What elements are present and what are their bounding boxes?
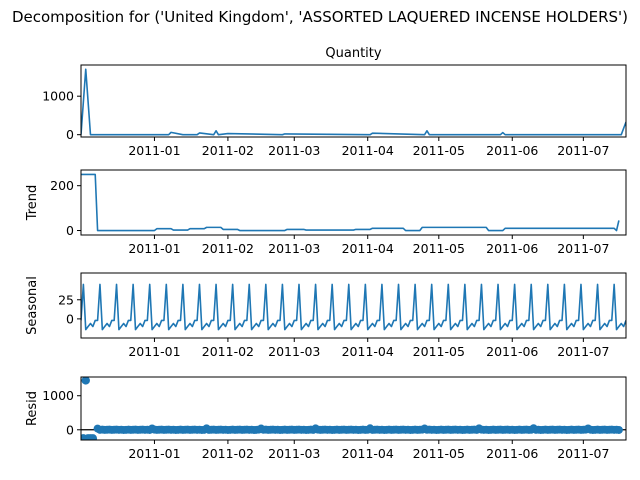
axes-frame bbox=[80, 64, 627, 138]
panel-4: 0 1000 2011-01 2011-02 2011-03 2011-04 2011-05… bbox=[25, 376, 627, 461]
x-tick-label: 2011-01 bbox=[128, 241, 180, 256]
x-tick-label: 2011-02 bbox=[202, 446, 254, 461]
x-tick-label: 2011-01 bbox=[128, 143, 180, 158]
resid-point bbox=[614, 425, 623, 434]
x-tick-label: 2011-04 bbox=[342, 344, 394, 359]
x-tick-label: 2011-03 bbox=[268, 241, 320, 256]
x-tick-label: 2011-02 bbox=[202, 344, 254, 359]
x-tick-label: 2011-06 bbox=[486, 143, 538, 158]
resid-outlier-point bbox=[88, 434, 98, 440]
axes-frame bbox=[80, 169, 627, 236]
panel-4-data bbox=[81, 377, 626, 440]
x-tick-label: 2011-06 bbox=[486, 241, 538, 256]
x-tick-label: 2011-06 bbox=[486, 446, 538, 461]
x-tick-label: 2011-01 bbox=[128, 446, 180, 461]
x-tick-label: 2011-05 bbox=[413, 143, 465, 158]
resid-outlier-point bbox=[81, 377, 90, 385]
y-tick-label: 200 bbox=[50, 178, 74, 193]
y-tick-label: 0 bbox=[66, 127, 74, 142]
series-line bbox=[81, 68, 626, 136]
y-tick-label: 25 bbox=[58, 292, 74, 307]
x-tick-label: 2011-03 bbox=[268, 344, 320, 359]
x-tick-label: 2011-01 bbox=[128, 344, 180, 359]
series-line bbox=[81, 283, 626, 331]
y-axis-label: Seasonal bbox=[25, 276, 40, 335]
panel-3: 0 25 2011-01 2011-02 2011-03 2011-04 2011-05 20… bbox=[25, 272, 627, 359]
y-tick-label: 0 bbox=[66, 223, 74, 238]
y-axis-label: Trend bbox=[25, 185, 40, 222]
figure-suptitle: Decomposition for ('United Kingdom', 'AS… bbox=[12, 8, 628, 26]
x-tick-label: 2011-04 bbox=[342, 241, 394, 256]
y-tick-label: 1000 bbox=[42, 89, 74, 104]
x-tick-label: 2011-05 bbox=[413, 344, 465, 359]
x-tick-label: 2011-05 bbox=[413, 446, 465, 461]
y-tick-label: 1000 bbox=[42, 388, 74, 403]
x-tick-label: 2011-02 bbox=[202, 143, 254, 158]
x-tick-label: 2011-06 bbox=[486, 344, 538, 359]
panel-title: Quantity bbox=[325, 46, 381, 61]
x-tick-label: 2011-04 bbox=[342, 446, 394, 461]
x-tick-label: 2011-03 bbox=[268, 446, 320, 461]
panel-2-data bbox=[81, 173, 620, 232]
x-tick-label: 2011-03 bbox=[268, 143, 320, 158]
x-tick-label: 2011-02 bbox=[202, 241, 254, 256]
x-tick-label: 2011-04 bbox=[342, 143, 394, 158]
axes-frame bbox=[80, 376, 627, 441]
x-tick-label: 2011-07 bbox=[557, 143, 609, 158]
series-line bbox=[81, 173, 620, 232]
y-tick-label: 0 bbox=[66, 422, 74, 437]
x-tick-label: 2011-07 bbox=[557, 446, 609, 461]
x-tick-label: 2011-07 bbox=[557, 344, 609, 359]
y-axis-label: Resid bbox=[25, 391, 40, 426]
panel-1-data bbox=[81, 68, 626, 136]
x-tick-label: 2011-07 bbox=[557, 241, 609, 256]
panel-3-data bbox=[81, 283, 626, 331]
panel-1: 0 1000 2011-01 2011-02 2011-03 2011-04 2011-05… bbox=[42, 46, 627, 158]
y-tick-label: 0 bbox=[66, 311, 74, 326]
x-tick-label: 2011-05 bbox=[413, 241, 465, 256]
panel-2: 0 200 2011-01 2011-02 2011-03 2011-04 2011-05 2… bbox=[25, 169, 627, 256]
axes-frame bbox=[80, 272, 627, 339]
